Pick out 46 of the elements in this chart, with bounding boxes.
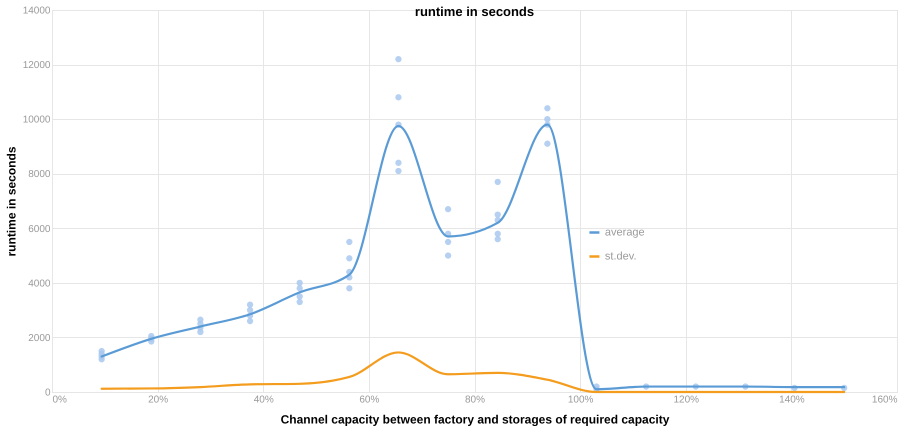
x-tick-label: 20% xyxy=(148,394,168,406)
point xyxy=(296,280,303,286)
legend-label: average xyxy=(604,226,645,238)
y-tick-label: 0 xyxy=(44,388,51,398)
y-tick-label: 2000 xyxy=(28,332,51,344)
point xyxy=(494,230,501,237)
point xyxy=(494,236,501,242)
y-axis-title: runtime in seconds xyxy=(4,146,19,257)
x-tick-label: 40% xyxy=(254,394,274,406)
point xyxy=(296,298,303,306)
point xyxy=(197,316,204,323)
legend-label: st.dev. xyxy=(604,250,637,262)
point xyxy=(544,140,551,147)
x-axis-title: Channel capacity between factory and storages of required capacity xyxy=(280,412,670,426)
point xyxy=(444,206,452,212)
point xyxy=(494,211,501,218)
point xyxy=(246,318,254,324)
y-tick-label: 12000 xyxy=(22,60,51,72)
y-tick-label: 6000 xyxy=(28,224,51,235)
point xyxy=(346,255,352,262)
y-tick-label: 4000 xyxy=(28,278,51,290)
point xyxy=(395,94,402,100)
x-tick-label: 160% xyxy=(872,394,898,406)
point xyxy=(494,178,501,186)
point xyxy=(246,302,254,308)
point xyxy=(444,238,452,246)
point xyxy=(98,348,105,354)
x-tick-label: 100% xyxy=(568,394,594,406)
x-tick-label: 0% xyxy=(52,394,68,406)
y-tick-label: 8000 xyxy=(28,169,51,180)
y-tick-label: 10000 xyxy=(22,114,51,126)
x-tick-label: 80% xyxy=(464,394,486,406)
point xyxy=(444,252,452,259)
x-tick-label: 140% xyxy=(779,394,805,406)
point xyxy=(544,105,551,112)
point xyxy=(296,293,303,300)
y-tick-label: 14000 xyxy=(22,6,51,16)
chart-title: runtime in seconds xyxy=(414,4,534,19)
point xyxy=(395,56,402,62)
point xyxy=(395,168,402,174)
point xyxy=(395,160,402,166)
x-tick-label: 120% xyxy=(673,394,700,406)
point xyxy=(544,116,551,122)
point xyxy=(346,238,352,246)
x-tick-label: 60% xyxy=(359,394,380,406)
point xyxy=(346,285,352,292)
